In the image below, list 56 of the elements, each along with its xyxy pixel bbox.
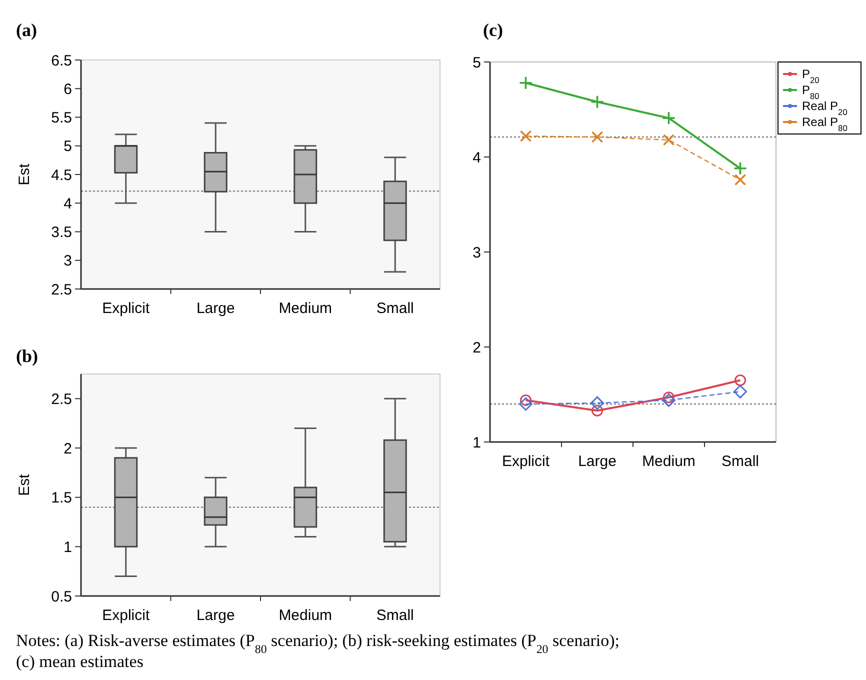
point: [591, 131, 604, 143]
y-tick-label: 2.5: [51, 281, 72, 298]
chart-title: (b): [16, 346, 38, 366]
y-tick-label: 2: [64, 440, 72, 458]
x-tick-label: Explicit: [502, 453, 550, 470]
y-tick-label: 4.5: [51, 166, 72, 184]
y-tick-label: 4: [64, 195, 72, 212]
y-tick-label: 1.5: [51, 490, 72, 507]
y-tick-label: 2: [472, 339, 481, 356]
y-axis-title: Est: [16, 162, 33, 186]
legend-label: P$_{80}$: [802, 83, 820, 101]
point: [662, 393, 676, 407]
point: [734, 384, 747, 398]
point: [519, 397, 532, 411]
y-tick-label: 5: [472, 54, 481, 72]
y-tick-label: 3: [472, 244, 481, 262]
x-tick-label: Explicit: [102, 607, 150, 624]
x-tick-label: Medium: [642, 453, 696, 470]
chart-title: (a): [16, 20, 37, 40]
point: [518, 76, 533, 90]
legend-label: Real P$_{80}$: [802, 115, 848, 133]
y-tick-label: 5.5: [51, 110, 72, 126]
y-tick-label: 0.5: [51, 588, 72, 606]
point: [734, 174, 746, 186]
point: [590, 396, 604, 410]
x-tick-label: Explicit: [102, 300, 150, 317]
y-tick-label: 3.5: [51, 224, 72, 241]
y-tick-label: 4: [472, 149, 481, 166]
point: [663, 392, 674, 404]
y-tick-label: 5: [64, 138, 72, 156]
y-axis-title: Est: [16, 473, 33, 496]
point: [520, 394, 532, 406]
y-tick-label: 1: [472, 434, 481, 452]
point: [734, 374, 746, 386]
x-tick-label: Medium: [278, 300, 332, 317]
point: [662, 134, 675, 146]
point: [733, 162, 748, 176]
x-tick-label: Small: [721, 453, 760, 470]
x-tick-label: Large: [196, 300, 235, 317]
x-tick-label: Small: [376, 607, 414, 624]
x-tick-label: Large: [196, 607, 235, 624]
point: [662, 111, 676, 125]
y-tick-label: 2.5: [51, 390, 72, 408]
point: [520, 130, 532, 142]
x-tick-label: Medium: [278, 607, 332, 624]
legend-label: P$_{20}$: [802, 67, 820, 85]
y-tick-label: 6: [64, 80, 72, 98]
x-tick-label: Large: [578, 453, 616, 470]
x-tick-label: Small: [376, 300, 414, 317]
point: [590, 95, 604, 109]
legend-label: Real P$_{20}$: [802, 99, 848, 117]
y-tick-label: 6.5: [51, 52, 72, 70]
y-tick-label: 1: [64, 538, 72, 556]
point: [592, 404, 603, 416]
chart-title: (c): [483, 20, 503, 40]
y-tick-label: 3: [64, 252, 72, 270]
